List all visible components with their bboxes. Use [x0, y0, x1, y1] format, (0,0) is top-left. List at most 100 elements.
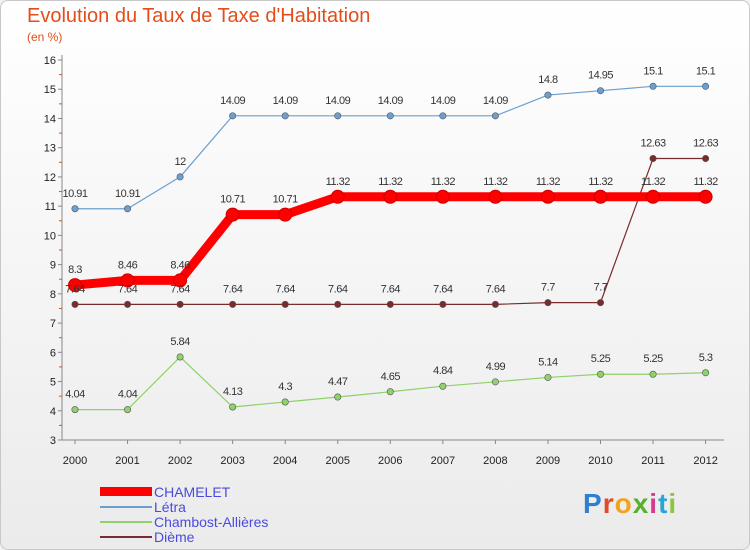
- legend-item: Dième: [100, 528, 268, 545]
- x-tick-label: 2000: [63, 455, 87, 467]
- series-point-2: [596, 370, 604, 378]
- y-tick-label: 8: [50, 289, 56, 301]
- legend-swatch: [100, 505, 152, 508]
- data-label-0: 11.32: [693, 176, 718, 188]
- series-point-3: [281, 300, 289, 308]
- data-label-2: 5.25: [643, 353, 663, 365]
- legend-item: Chambost-Allières: [100, 514, 268, 530]
- x-tick-label: 2003: [220, 455, 244, 467]
- data-label-2: 5.14: [538, 356, 558, 368]
- series-point-1: [281, 112, 289, 120]
- series-point-3: [176, 300, 184, 308]
- series-point-1: [334, 112, 342, 120]
- y-tick-label: 4: [50, 406, 56, 418]
- series-line-2: [75, 356, 706, 411]
- legend-label: CHAMELET: [154, 483, 231, 500]
- y-tick-label: 14: [44, 113, 56, 125]
- brand-letter: t: [658, 488, 669, 519]
- series-point-0: [540, 189, 555, 204]
- data-label-0: 11.32: [378, 176, 403, 188]
- data-label-3: 7.64: [275, 283, 295, 295]
- x-tick-label: 2004: [273, 455, 297, 467]
- brand-letter: o: [614, 488, 633, 519]
- series-point-0: [698, 189, 713, 204]
- series-point-2: [544, 373, 552, 381]
- chart-title: Evolution du Taux de Taxe d'Habitation: [27, 5, 371, 27]
- brand-letter: i: [668, 488, 678, 519]
- x-tick-label: 2002: [168, 455, 192, 467]
- data-label-2: 5.84: [170, 336, 190, 348]
- series-point-0: [488, 189, 503, 204]
- x-tick-label: 2001: [115, 455, 139, 467]
- data-label-3: 12.63: [641, 138, 666, 150]
- data-label-0: 10.71: [220, 194, 245, 206]
- data-label-3: 7.7: [541, 282, 555, 294]
- series-point-3: [649, 155, 657, 163]
- data-label-3: 7.64: [170, 283, 190, 295]
- legend-swatch: [100, 487, 152, 496]
- series-point-2: [124, 406, 132, 414]
- series-point-3: [491, 300, 499, 308]
- data-label-3: 7.64: [118, 283, 138, 295]
- series-line-0: [74, 192, 706, 290]
- x-tick-label: 2010: [588, 455, 612, 467]
- y-tick-label: 3: [50, 435, 56, 447]
- data-label-2: 4.3: [278, 381, 292, 393]
- y-tick-label: 16: [44, 55, 56, 67]
- series-point-1: [386, 112, 394, 120]
- series-point-3: [702, 155, 710, 163]
- chart-axes: 3 4 5 6 7 8 9 10 11 12 13 14 15 16 2000 2001 2002 2003 200…: [44, 55, 724, 467]
- series-point-2: [176, 353, 184, 361]
- series-point-3: [229, 300, 237, 308]
- legend-label: Létra: [154, 498, 186, 515]
- data-label-2: 4.04: [118, 389, 138, 401]
- series-point-1: [702, 82, 710, 90]
- data-label-3: 7.64: [223, 283, 243, 295]
- chart-data-labels: 8.3 8.46 8.46 10.71 10.71 11.32 11.32 11.32 11.3…: [62, 65, 719, 401]
- series-point-3: [544, 299, 552, 307]
- data-label-1: 14.09: [273, 95, 298, 107]
- series-point-1: [439, 112, 447, 120]
- series-point-0: [278, 207, 293, 222]
- data-label-1: 14.09: [325, 95, 350, 107]
- series-point-1: [71, 205, 79, 213]
- chart-series-lines: [68, 82, 713, 414]
- series-point-3: [386, 300, 394, 308]
- series-point-2: [334, 393, 342, 401]
- data-label-2: 5.25: [591, 353, 611, 365]
- series-point-1: [176, 173, 184, 181]
- series-point-3: [124, 300, 132, 308]
- y-tick-label: 13: [44, 143, 56, 155]
- data-label-0: 8.46: [170, 259, 190, 271]
- data-label-2: 4.47: [328, 376, 348, 388]
- data-label-0: 8.46: [118, 259, 138, 271]
- series-point-2: [281, 398, 289, 406]
- data-label-2: 4.65: [381, 371, 401, 383]
- data-label-1: 14.09: [430, 95, 455, 107]
- series-point-0: [120, 273, 135, 288]
- series-point-1: [544, 91, 552, 99]
- data-label-1: 12: [174, 156, 186, 168]
- x-tick-label: 2006: [378, 455, 402, 467]
- series-point-2: [229, 403, 237, 411]
- x-tick-label: 2008: [483, 455, 507, 467]
- brand-logo: Proxiti: [583, 488, 677, 520]
- x-tick-label: 2007: [431, 455, 455, 467]
- y-tick-label: 10: [44, 230, 56, 242]
- data-label-1: 15.1: [643, 65, 663, 77]
- series-point-3: [439, 300, 447, 308]
- data-label-3: 7.7: [594, 282, 608, 294]
- data-label-1: 15.1: [696, 65, 716, 77]
- data-label-1: 14.8: [538, 74, 558, 86]
- series-point-0: [330, 189, 345, 204]
- data-label-1: 14.09: [220, 95, 245, 107]
- data-label-0: 11.32: [641, 176, 666, 188]
- data-label-1: 10.91: [62, 188, 87, 200]
- y-tick-label: 7: [50, 318, 56, 330]
- series-point-0: [646, 189, 661, 204]
- x-tick-label: 2011: [641, 455, 665, 467]
- legend-label: Dième: [154, 528, 195, 545]
- data-label-3: 12.63: [693, 138, 718, 150]
- series-point-0: [435, 189, 450, 204]
- data-label-1: 14.09: [378, 95, 403, 107]
